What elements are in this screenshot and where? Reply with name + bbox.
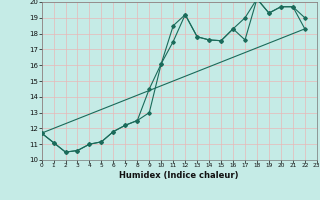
X-axis label: Humidex (Indice chaleur): Humidex (Indice chaleur) <box>119 171 239 180</box>
